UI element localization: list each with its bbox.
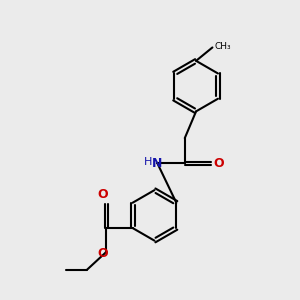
Text: N: N xyxy=(152,157,163,170)
Text: O: O xyxy=(97,188,108,201)
Text: CH₃: CH₃ xyxy=(215,42,231,51)
Text: H: H xyxy=(144,157,153,167)
Text: O: O xyxy=(213,157,224,170)
Text: O: O xyxy=(97,247,108,260)
